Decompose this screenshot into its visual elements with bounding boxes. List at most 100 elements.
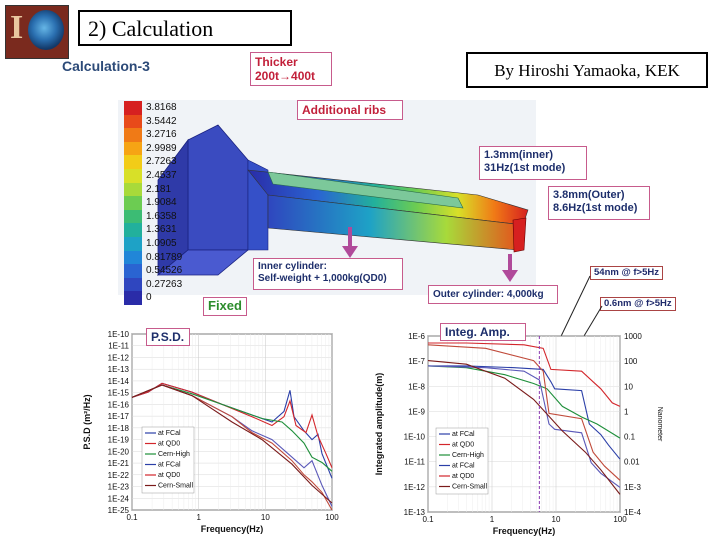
legend-swatch	[124, 250, 142, 265]
legend-entry: Cern-Small	[452, 484, 487, 491]
legend-swatch	[124, 223, 142, 237]
chart-legend	[435, 427, 489, 495]
y-tick-label: 1E-19	[108, 436, 130, 445]
y-tick-label: 1E-18	[108, 424, 130, 433]
legend-entry: at FCal	[452, 431, 475, 438]
y-tick-label: 1E-25	[108, 506, 130, 515]
legend-value: 0.81789	[146, 251, 183, 263]
inner-load-label: Inner cylinder:	[258, 261, 327, 272]
x-tick-label: 10	[261, 513, 270, 522]
legend-value: 0	[146, 292, 152, 304]
outer-load-label: Outer cylinder: 4,000kg	[433, 289, 544, 300]
legend-value: 3.5442	[146, 115, 177, 127]
legend-value: 2.7263	[146, 156, 177, 168]
amp-curve-fcal	[428, 365, 621, 460]
y-tick-label: 1E-8	[408, 382, 425, 391]
y-tick-label: 1E-16	[108, 400, 130, 409]
amp-curve-qd0-small	[427, 344, 621, 481]
y-tick-label: 1E-21	[108, 459, 130, 468]
psd-curve-qd0	[131, 382, 333, 469]
psd-plot: 1E-10 1E-11 1E-12 1E-13 1E-14 1E-15 1E-16 1E-17…	[82, 330, 339, 534]
legend-value: 2.181	[146, 183, 172, 195]
thicker-callout: Thicker 200t→400t	[250, 52, 332, 86]
legend-entry: at QD0	[452, 442, 474, 449]
ribs-label: Additional ribs	[302, 103, 386, 117]
y2-axis-label: Nanometer	[656, 407, 663, 442]
x-axis-label: Frequency(Hz)	[201, 524, 264, 534]
y2-tick-label: 1000	[624, 332, 642, 341]
x-tick-label: 0.1	[126, 513, 138, 522]
x-tick-label: 100	[325, 513, 339, 522]
x-tick-label: 100	[613, 515, 627, 524]
y2-tick-label: 10	[624, 382, 633, 391]
legend-swatch	[124, 196, 142, 210]
note-0-6nm: 0.6nm @ f>5Hz	[600, 297, 676, 311]
psd-curve-cern-small	[131, 384, 333, 504]
y-tick-label: 1E-13	[108, 365, 130, 374]
legend-value: 3.2716	[146, 129, 177, 141]
inner-load-value: Self-weight + 1,000kg(QD0)	[258, 273, 387, 284]
slide-title: 2) Calculation	[78, 10, 292, 46]
legend-swatch	[124, 128, 142, 142]
legend-swatch	[124, 182, 142, 197]
note-54nm: 54nm @ f>5Hz	[590, 266, 663, 280]
psd-chart: 1E-10 1E-11 1E-12 1E-13 1E-14 1E-15 1E-16 1E-17…	[80, 322, 370, 537]
fixed-callout: Fixed	[203, 297, 247, 316]
legend-entry: at FCal	[158, 462, 181, 469]
legend-value: 2.9989	[146, 142, 177, 154]
legend-swatch	[124, 291, 142, 305]
legend-swatch	[124, 277, 142, 292]
x-axis-label: Frequency(Hz)	[493, 526, 556, 536]
chart-legend	[141, 426, 195, 494]
y-axis-label: P.S.D (m²/Hz)	[82, 394, 92, 449]
legend-swatch	[124, 101, 142, 115]
y2-tick-label: 1	[624, 407, 629, 416]
legend-swatch	[124, 237, 142, 251]
inner-load-callout: Inner cylinder: Self-weight + 1,000kg(QD…	[253, 258, 403, 290]
author-label: By Hiroshi Yamaoka, KEK	[466, 52, 708, 88]
outer-load-callout: Outer cylinder: 4,000kg	[428, 285, 558, 304]
y-tick-label: 1E-17	[108, 412, 130, 421]
legend-swatch	[124, 169, 142, 183]
legend-value: 3.8168	[146, 102, 177, 113]
y2-tick-label: 1E-4	[624, 508, 641, 517]
thicker-value: 200t→400t	[255, 69, 316, 83]
y-tick-label: 1E-10	[404, 433, 426, 442]
y-tick-label: 1E-11	[108, 342, 129, 351]
x-tick-label: 0.1	[422, 515, 434, 524]
legend-entry: Cern-High	[452, 452, 484, 459]
kek-logo: I	[5, 5, 69, 59]
amp-curve-qd0	[428, 342, 621, 407]
outer-frequency: 8.6Hz(1st mode)	[553, 202, 638, 214]
legend-value: 1.9084	[146, 197, 177, 209]
y-tick-label: 1E-24	[108, 494, 130, 503]
legend-swatch	[124, 141, 142, 156]
inner-deflection: 1.3mm(inner)	[484, 149, 554, 161]
legend-entry: Cern-Small	[158, 483, 193, 490]
y2-tick-label: 1E-3	[624, 483, 641, 492]
legend-entry: at QD0	[452, 473, 474, 480]
section-subtitle: Calculation-3	[62, 58, 150, 74]
y-tick-label: 1E-7	[408, 357, 425, 366]
y-tick-label: 1E-12	[404, 483, 426, 492]
x-tick-label: 10	[552, 515, 561, 524]
psd-curve-cern-high	[131, 384, 333, 472]
inner-frequency: 31Hz(1st mode)	[484, 162, 566, 174]
legend-value: 0.54526	[146, 265, 183, 277]
legend-value: 0.27263	[146, 278, 183, 290]
amp-curve-fcal-small	[427, 365, 621, 488]
amp-chart: 1E-6 1E-7 1E-8 1E-9 1E-10 1E-11 1E-12 1E-13 1000…	[372, 322, 716, 537]
y2-tick-label: 0.1	[624, 433, 636, 442]
y-tick-label: 1E-23	[108, 483, 130, 492]
psd-title: P.S.D.	[146, 328, 190, 346]
y-tick-label: 1E-13	[404, 508, 426, 517]
ribs-callout: Additional ribs	[297, 100, 403, 120]
legend-value: 2.4537	[146, 170, 177, 181]
y-tick-label: 1E-20	[108, 447, 130, 456]
legend-swatch	[124, 155, 142, 169]
outer-deflection-callout: 3.8mm(Outer) 8.6Hz(1st mode)	[548, 186, 650, 220]
legend-value: 1.6358	[146, 210, 177, 222]
legend-entry: at FCal	[452, 463, 475, 470]
legend-swatch	[124, 264, 142, 278]
amp-plot: 1E-61E-71E-81E-91E-101E-111E-121E-131000…	[374, 332, 663, 536]
